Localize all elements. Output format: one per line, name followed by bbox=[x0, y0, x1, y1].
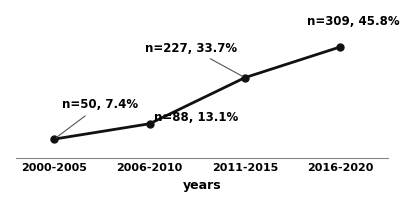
Text: n=88, 13.1%: n=88, 13.1% bbox=[154, 111, 238, 124]
Text: n=50, 7.4%: n=50, 7.4% bbox=[56, 98, 138, 137]
X-axis label: years: years bbox=[183, 179, 221, 192]
Text: n=309, 45.8%: n=309, 45.8% bbox=[307, 16, 400, 28]
Text: n=227, 33.7%: n=227, 33.7% bbox=[145, 42, 242, 76]
